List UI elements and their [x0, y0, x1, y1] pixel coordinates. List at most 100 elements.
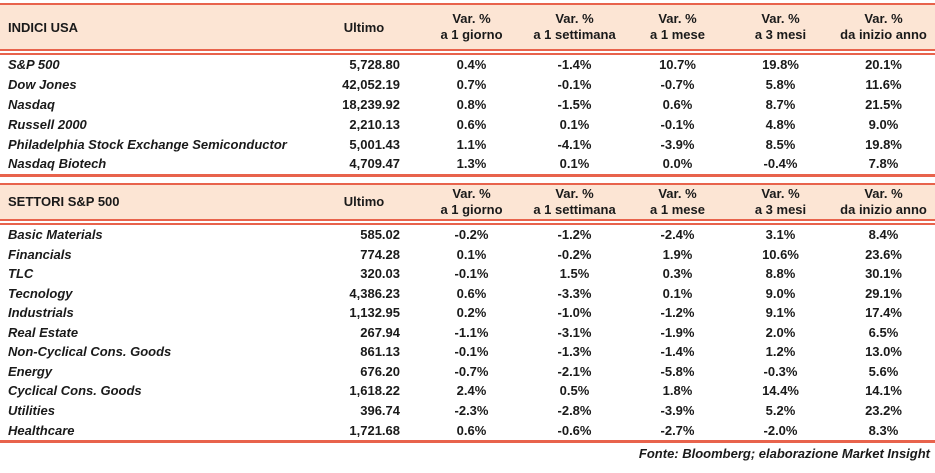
var-inizio-anno-value: 14.1%: [865, 383, 902, 399]
var-1-settimana-value: -3.3%: [557, 285, 592, 301]
var-1-mese-value: -1.2%: [660, 305, 695, 321]
last-value: 320.03: [360, 266, 400, 282]
column-header-var-3-mesi: Var. % a 3 mesi: [729, 186, 832, 218]
var-3-mesi-value: 1.2%: [765, 344, 796, 360]
var-label: Var. %: [864, 185, 903, 201]
divider-line: [0, 439, 935, 443]
var-3-mesi-value: 8.7%: [765, 96, 796, 112]
indices-usa-rows: S&P 500 5,728.80 0.4% -1.4% 10.7% 19.8% …: [0, 55, 935, 174]
column-header-var-1-settimana: Var. % a 1 settimana: [523, 186, 626, 218]
row-label: Real Estate: [8, 324, 79, 340]
var-3-mesi-value: 8.8%: [765, 266, 796, 282]
divider-line: [0, 53, 935, 55]
column-header-ultimo: Ultimo: [343, 19, 385, 35]
var-inizio-anno-value: 9.0%: [868, 116, 899, 132]
table-row: Healthcare 1,721.68 0.6% -0.6% -2.7% -2.…: [0, 420, 935, 440]
var-1-mese-value: -1.9%: [660, 324, 695, 340]
var-3-mesi-value: 14.4%: [762, 383, 799, 399]
table-row: Non-Cyclical Cons. Goods 861.13 -0.1% -1…: [0, 342, 935, 362]
var-1-mese-value: 0.6%: [662, 96, 693, 112]
table-row: Russell 2000 2,210.13 0.6% 0.1% -0.1% 4.…: [0, 114, 935, 134]
last-value: 861.13: [360, 344, 400, 360]
indices-usa-header-row: INDICI USA Ultimo Var. % a 1 giorno Var.…: [0, 3, 935, 51]
row-label: Non-Cyclical Cons. Goods: [8, 344, 172, 360]
var-3-mesi-value: 9.1%: [765, 305, 796, 321]
var-label: Var. %: [658, 185, 697, 201]
indices-usa-table: INDICI USA Ultimo Var. % a 1 giorno Var.…: [0, 3, 935, 177]
var-1-giorno-value: 0.6%: [456, 116, 487, 132]
var-label: Var. %: [658, 11, 697, 26]
var-inizio-anno-value: 11.6%: [865, 77, 902, 93]
var-1-settimana-value: -2.1%: [557, 363, 592, 379]
var-1-mese-value: 10.7%: [659, 57, 696, 73]
var-1-settimana-value: -1.3%: [557, 344, 592, 360]
var-inizio-anno-value: 20.1%: [865, 57, 902, 73]
column-header-var-1-mese: Var. % a 1 mese: [626, 186, 729, 218]
last-value: 774.28: [360, 246, 400, 262]
var-sub-label: a 3 mesi: [754, 201, 807, 217]
var-sub-label: a 1 giorno: [440, 201, 503, 217]
var-1-settimana-value: -1.0%: [557, 305, 592, 321]
var-inizio-anno-value: 8.4%: [868, 227, 899, 243]
table-title-indici-usa: INDICI USA: [8, 19, 79, 35]
table-title-settori-sp500: SETTORI S&P 500: [8, 194, 120, 210]
row-label: TLC: [8, 266, 34, 282]
var-sub-label: a 3 mesi: [754, 27, 807, 42]
var-sub-label: da inizio anno: [840, 201, 927, 217]
settori-sp500-header-row: SETTORI S&P 500 Ultimo Var. % a 1 giorno…: [0, 182, 935, 221]
var-1-mese-value: -5.8%: [660, 363, 695, 379]
var-1-settimana-value: -2.8%: [557, 402, 592, 418]
table-row: Energy 676.20 -0.7% -2.1% -5.8% -0.3% 5.…: [0, 362, 935, 382]
last-value: 4,386.23: [349, 285, 400, 301]
last-value: 2,210.13: [349, 116, 400, 132]
row-label: Philadelphia Stock Exchange Semiconducto…: [8, 136, 287, 152]
row-label: Nasdaq: [8, 96, 55, 112]
var-3-mesi-value: -0.3%: [763, 363, 798, 379]
var-inizio-anno-value: 19.8%: [865, 136, 902, 152]
table-row: Real Estate 267.94 -1.1% -3.1% -1.9% 2.0…: [0, 323, 935, 343]
last-value: 676.20: [360, 363, 400, 379]
var-1-giorno-value: 0.2%: [456, 305, 487, 321]
var-3-mesi-value: 8.5%: [765, 136, 796, 152]
var-sub-label: da inizio anno: [840, 27, 927, 42]
table-row: Industrials 1,132.95 0.2% -1.0% -1.2% 9.…: [0, 303, 935, 323]
row-label: Dow Jones: [8, 77, 77, 93]
var-1-mese-value: 1.9%: [662, 246, 693, 262]
var-3-mesi-value: 4.8%: [765, 116, 796, 132]
var-1-settimana-value: 0.5%: [559, 383, 590, 399]
var-1-mese-value: -0.1%: [660, 116, 695, 132]
settori-sp500-table: SETTORI S&P 500 Ultimo Var. % a 1 giorno…: [0, 182, 935, 443]
row-label: S&P 500: [8, 57, 60, 73]
var-inizio-anno-value: 23.6%: [865, 246, 902, 262]
var-1-giorno-value: 2.4%: [456, 383, 487, 399]
var-1-giorno-value: 1.1%: [456, 136, 487, 152]
column-header-var-1-mese: Var. % a 1 mese: [626, 11, 729, 43]
var-label: Var. %: [761, 185, 800, 201]
var-1-settimana-value: -1.4%: [557, 57, 592, 73]
table-row: Philadelphia Stock Exchange Semiconducto…: [0, 134, 935, 154]
var-1-giorno-value: -0.1%: [454, 266, 489, 282]
row-label: Tecnology: [8, 285, 73, 301]
var-label: Var. %: [761, 11, 800, 26]
var-1-giorno-value: -0.2%: [454, 227, 489, 243]
var-3-mesi-value: 5.8%: [765, 77, 796, 93]
last-value: 5,001.43: [349, 136, 400, 152]
last-value: 1,618.22: [349, 383, 400, 399]
table-row: Tecnology 4,386.23 0.6% -3.3% 0.1% 9.0% …: [0, 283, 935, 303]
row-label: Basic Materials: [8, 227, 103, 243]
var-3-mesi-value: 2.0%: [765, 324, 796, 340]
var-3-mesi-value: 9.0%: [765, 285, 796, 301]
var-1-settimana-value: -0.2%: [557, 246, 592, 262]
var-inizio-anno-value: 13.0%: [865, 344, 902, 360]
table-row: S&P 500 5,728.80 0.4% -1.4% 10.7% 19.8% …: [0, 55, 935, 75]
column-header-var-inizio-anno: Var. % da inizio anno: [832, 186, 935, 218]
var-inizio-anno-value: 6.5%: [868, 324, 899, 340]
var-1-mese-value: 1.8%: [662, 383, 693, 399]
var-sub-label: a 1 mese: [650, 201, 705, 217]
var-label: Var. %: [864, 11, 903, 26]
divider-line: [0, 173, 935, 177]
last-value: 267.94: [360, 324, 400, 340]
var-1-settimana-value: -4.1%: [557, 136, 592, 152]
var-1-settimana-value: 1.5%: [559, 266, 590, 282]
var-1-mese-value: 0.3%: [662, 266, 693, 282]
